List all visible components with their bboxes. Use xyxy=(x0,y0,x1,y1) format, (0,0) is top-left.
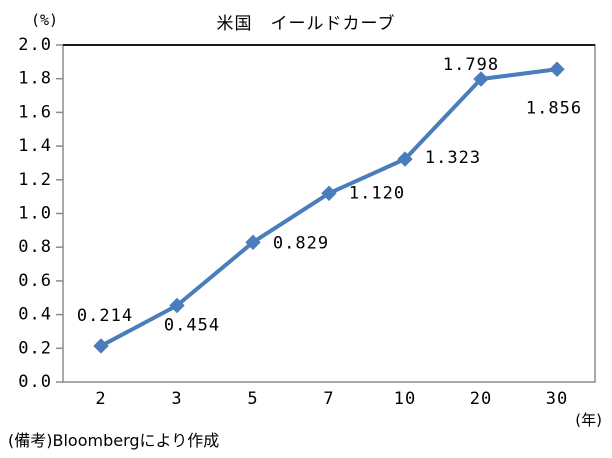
y-axis-tick-label: 1.2 xyxy=(18,170,52,190)
data-point-marker xyxy=(397,151,413,167)
y-axis-tick-label: 1.6 xyxy=(18,102,52,122)
data-label: 0.829 xyxy=(273,233,329,253)
x-axis-tick-label: 30 xyxy=(546,389,568,409)
y-axis-tick-label: 0.4 xyxy=(18,305,52,325)
data-label: 0.214 xyxy=(77,306,133,326)
data-point-marker xyxy=(321,185,337,201)
data-point-marker xyxy=(169,297,185,314)
y-axis-tick-label: 1.0 xyxy=(18,204,52,224)
x-axis-tick-label: 2 xyxy=(95,389,106,409)
yield-curve-line xyxy=(99,67,559,348)
y-axis-tick-label: 1.4 xyxy=(18,136,52,156)
x-axis-tick-label: 5 xyxy=(247,389,258,409)
x-axis-tick-label: 10 xyxy=(394,389,416,409)
y-axis-tick-label: 0.8 xyxy=(18,237,52,257)
y-axis-tick-label: 0.0 xyxy=(18,372,52,392)
x-axis-tick-label: 7 xyxy=(323,389,334,409)
data-label: 1.798 xyxy=(443,55,499,75)
y-axis-tick-label: 0.6 xyxy=(18,271,52,291)
x-axis-tick-label: 20 xyxy=(470,389,492,409)
data-label: 1.120 xyxy=(349,183,405,203)
data-label: 1.323 xyxy=(425,148,481,168)
chart-title: 米国 イールドカーブ xyxy=(216,14,396,34)
y-axis-tick-label: 0.2 xyxy=(18,338,52,358)
source-note: (備考)Bloombergにより作成 xyxy=(8,431,220,450)
x-axis-unit-label: (年) xyxy=(575,411,602,429)
y-axis-unit-label: (%) xyxy=(31,11,59,29)
y-axis-tick-label: 2.0 xyxy=(18,35,52,55)
plot-area-border xyxy=(62,44,596,383)
data-label: 1.856 xyxy=(526,98,582,118)
data-point-marker xyxy=(549,61,565,77)
x-axis-tick-label: 3 xyxy=(171,389,182,409)
data-point-marker xyxy=(245,234,261,251)
data-label: 0.454 xyxy=(164,316,220,336)
data-point-marker xyxy=(93,338,109,354)
y-axis-tick-label: 1.8 xyxy=(18,69,52,89)
data-point-marker xyxy=(473,71,489,87)
